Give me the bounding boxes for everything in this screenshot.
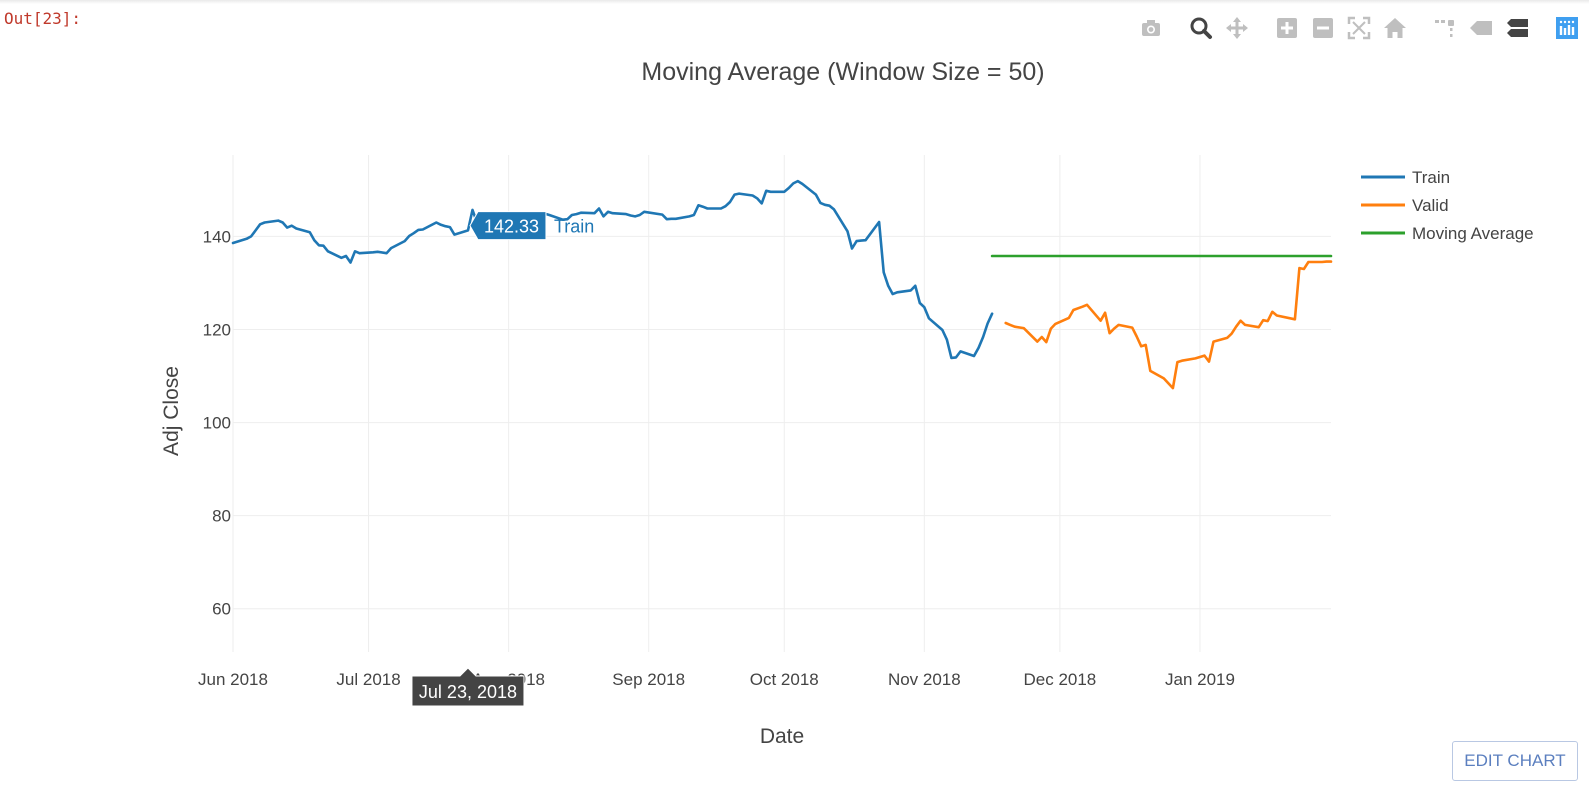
hover-date-text: Jul 23, 2018 <box>419 682 517 702</box>
pan-icon <box>1226 17 1248 39</box>
spike-lines-button[interactable] <box>1431 14 1459 42</box>
autoscale-icon <box>1347 16 1371 40</box>
y-tick-label: 100 <box>203 414 231 433</box>
legend-item-valid[interactable]: Valid <box>1361 196 1449 215</box>
y-tick-label: 60 <box>212 600 231 619</box>
legend-label: Train <box>1412 168 1450 187</box>
x-tick-label: Dec 2018 <box>1023 670 1096 689</box>
home-icon <box>1384 18 1406 38</box>
autoscale-button[interactable] <box>1345 14 1373 42</box>
x-tick-label: Oct 2018 <box>750 670 819 689</box>
x-tick-label: Jan 2019 <box>1165 670 1235 689</box>
y-tick-labels: 60 80 100 120 140 <box>203 227 231 618</box>
cell-top-border <box>0 0 1589 4</box>
hover-series-text: Train <box>554 217 594 237</box>
modebar <box>1129 14 1581 42</box>
x-tick-label: Jul 2018 <box>336 670 400 689</box>
camera-icon <box>1142 20 1160 36</box>
chart-title: Moving Average (Window Size = 50) <box>641 58 1044 86</box>
series-line-valid[interactable] <box>1004 260 1333 390</box>
edit-chart-button[interactable]: EDIT CHART <box>1452 741 1578 781</box>
x-axis-title: Date <box>760 725 804 748</box>
hover-closest-button[interactable] <box>1467 14 1495 42</box>
hover-layer: 142.33 Train Jul 23, 2018 <box>411 211 594 707</box>
traces <box>231 179 1333 390</box>
zoom-button[interactable] <box>1187 14 1215 42</box>
y-gridlines <box>233 235 1331 610</box>
legend[interactable]: Train Valid Moving Average <box>1361 168 1534 243</box>
legend-label: Moving Average <box>1412 224 1534 243</box>
reset-axes-button[interactable] <box>1381 14 1409 42</box>
zoom-out-button[interactable] <box>1309 14 1337 42</box>
hover-compare-icon <box>1507 19 1528 37</box>
zoom-out-icon <box>1313 18 1333 38</box>
hover-closest-icon <box>1470 21 1492 35</box>
hover-value-tooltip: 142.33 Train <box>469 211 594 241</box>
hover-value-box <box>469 211 547 241</box>
x-tick-label: Sep 2018 <box>612 670 685 689</box>
y-tick-label: 80 <box>212 507 231 526</box>
series-line-train[interactable] <box>231 179 994 360</box>
zoom-in-button[interactable] <box>1273 14 1301 42</box>
legend-item-moving-average[interactable]: Moving Average <box>1361 224 1534 243</box>
hover-date-tooltip: Jul 23, 2018 <box>411 667 525 707</box>
download-plot-button[interactable] <box>1137 14 1165 42</box>
y-tick-label: 120 <box>203 321 231 340</box>
hover-date-box <box>411 667 525 707</box>
y-axis-title: Adj Close <box>160 366 183 456</box>
x-gridlines <box>232 155 1201 652</box>
pan-button[interactable] <box>1223 14 1251 42</box>
plotly-logo-icon <box>1556 17 1578 39</box>
legend-item-train[interactable]: Train <box>1361 168 1450 187</box>
x-tick-label: Jun 2018 <box>198 670 268 689</box>
hover-compare-button[interactable] <box>1503 14 1531 42</box>
zoom-in-icon <box>1277 18 1297 38</box>
hover-value-text: 142.33 <box>484 217 539 237</box>
output-prompt: Out[23]: <box>4 9 82 28</box>
x-tick-label: Nov 2018 <box>888 670 961 689</box>
legend-label: Valid <box>1412 196 1449 215</box>
spike-lines-icon <box>1435 20 1454 37</box>
zoom-icon <box>1190 17 1212 39</box>
plotly-logo[interactable] <box>1553 14 1581 42</box>
y-tick-label: 140 <box>203 227 231 246</box>
